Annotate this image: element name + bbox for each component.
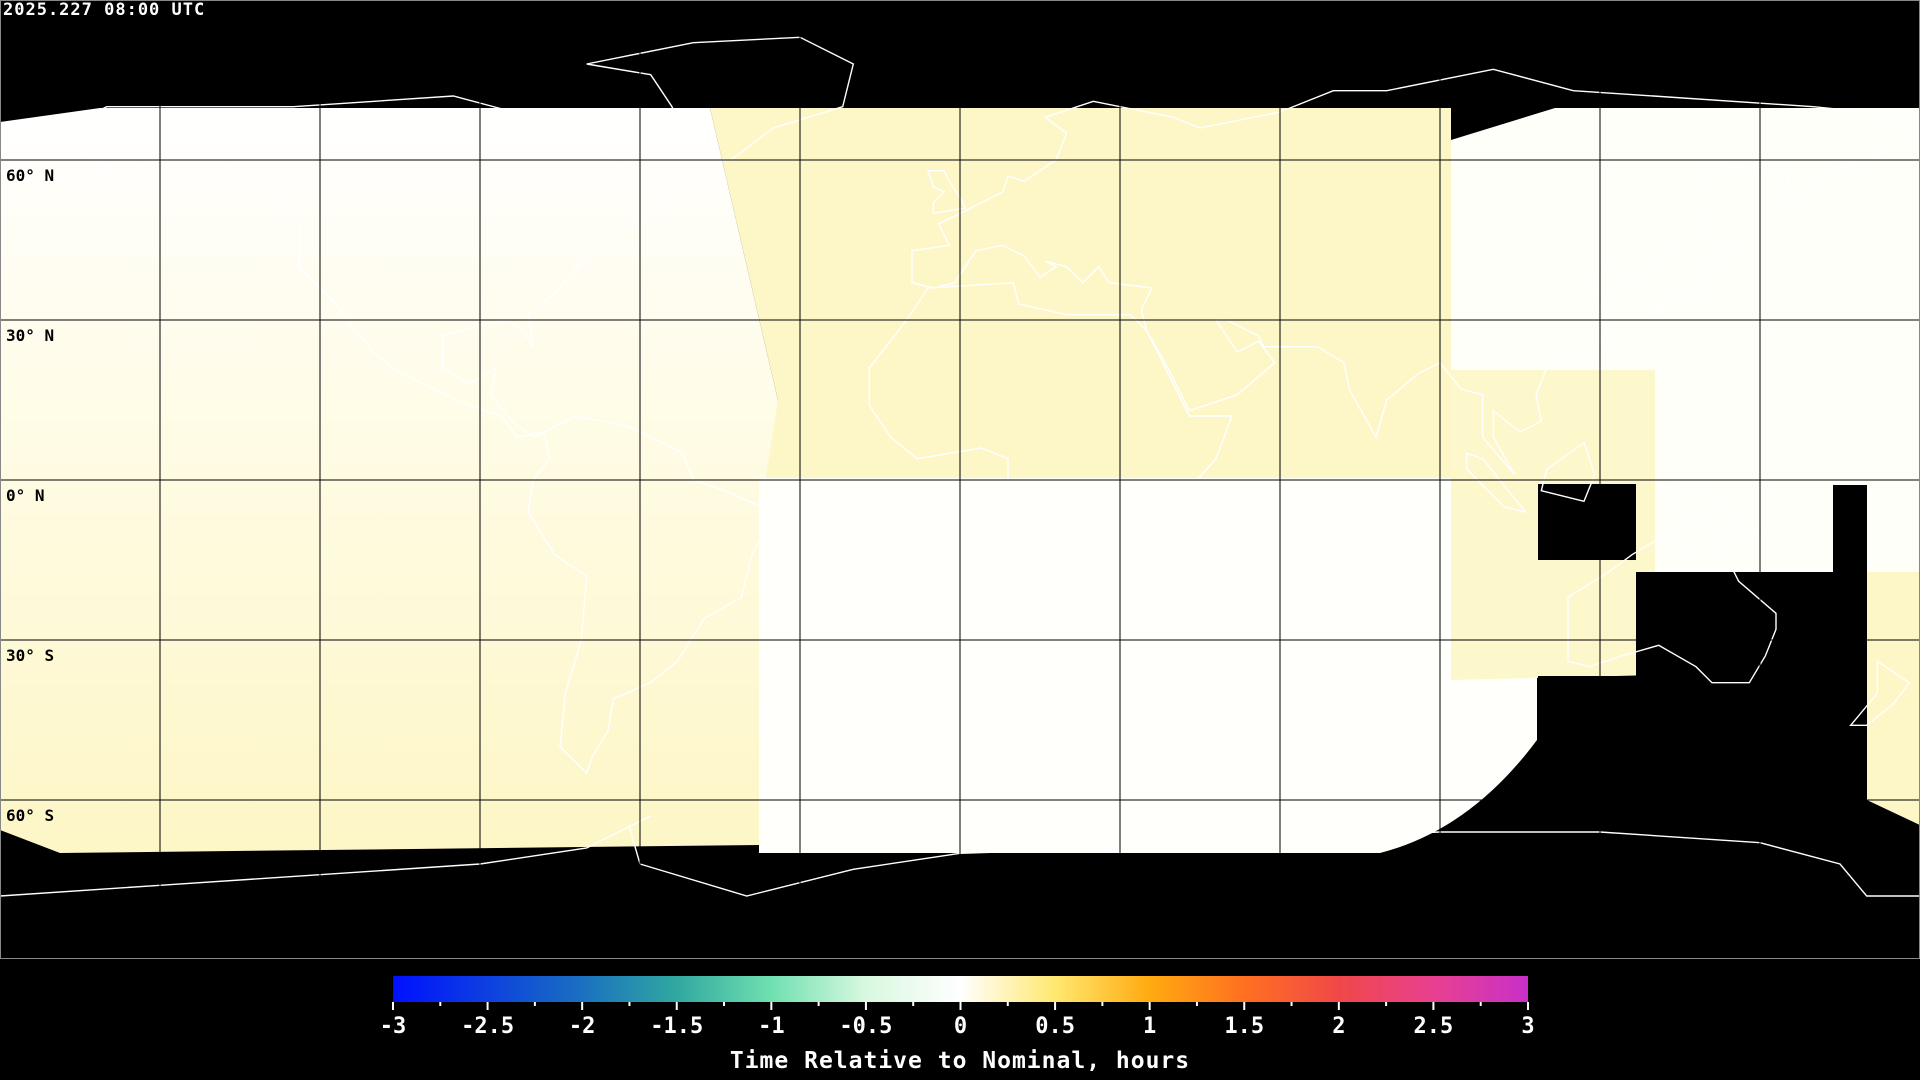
- colorbar-tick-label: -1.5: [650, 1014, 704, 1039]
- coverage-central-south: [759, 478, 1537, 853]
- colorbar-tick-label: 2.5: [1413, 1014, 1454, 1039]
- no-data-block: [1538, 484, 1636, 560]
- no-data-block: [1636, 572, 1867, 958]
- coastline-australia: [1567, 536, 1777, 684]
- colorbar-tick-label: -2.5: [461, 1014, 515, 1039]
- coastline-eurasia: [911, 68, 1920, 476]
- coastline-borneo: [1540, 441, 1596, 503]
- coastline-north-america: [62, 95, 668, 439]
- colorbar: [393, 976, 1528, 1002]
- coastline-africa: [868, 281, 1234, 668]
- timestamp: 2025.227 08:00 UTC: [3, 0, 206, 20]
- colorbar-tick-label: -0.5: [839, 1014, 893, 1039]
- lat-label: 0° N: [6, 486, 45, 505]
- no-data-block: [1538, 676, 1636, 958]
- colorbar-tick-label: -2: [568, 1014, 596, 1039]
- colorbar-ticks: [392, 1002, 1529, 1010]
- lat-label: 60° S: [6, 806, 55, 825]
- graticule: [0, 15, 1920, 960]
- coastline-great-britain: [927, 169, 967, 215]
- colorbar-tick-label: 2: [1332, 1014, 1346, 1039]
- colorbar-tick-label: 1.5: [1224, 1014, 1265, 1039]
- lat-label: 30° S: [6, 646, 55, 665]
- coastline-japan: [1652, 238, 1736, 316]
- coastline-greenland: [586, 36, 855, 161]
- colorbar-tick-label: 1: [1143, 1014, 1157, 1039]
- lat-label: 60° N: [6, 166, 55, 185]
- colorbar-tick-label: 0.5: [1035, 1014, 1075, 1039]
- no-data-block: [1833, 485, 1867, 585]
- colorbar-tick-label: 3: [1521, 1014, 1535, 1039]
- colorbar-tick-label: -1: [758, 1014, 785, 1039]
- coastline-sumatra: [1465, 452, 1528, 514]
- colorbar-tick-label: 0: [953, 1014, 968, 1039]
- coastline-madagascar: [1193, 542, 1228, 614]
- colorbar-tick-label: -3: [379, 1014, 407, 1039]
- colorbar-label: Time Relative to Nominal, hours: [729, 1048, 1191, 1074]
- coastline-new-guinea: [1656, 484, 1763, 535]
- coastline-new-zealand: [1849, 659, 1911, 726]
- lat-label: 30° N: [6, 326, 55, 345]
- coverage-east-strip: [1867, 572, 1920, 825]
